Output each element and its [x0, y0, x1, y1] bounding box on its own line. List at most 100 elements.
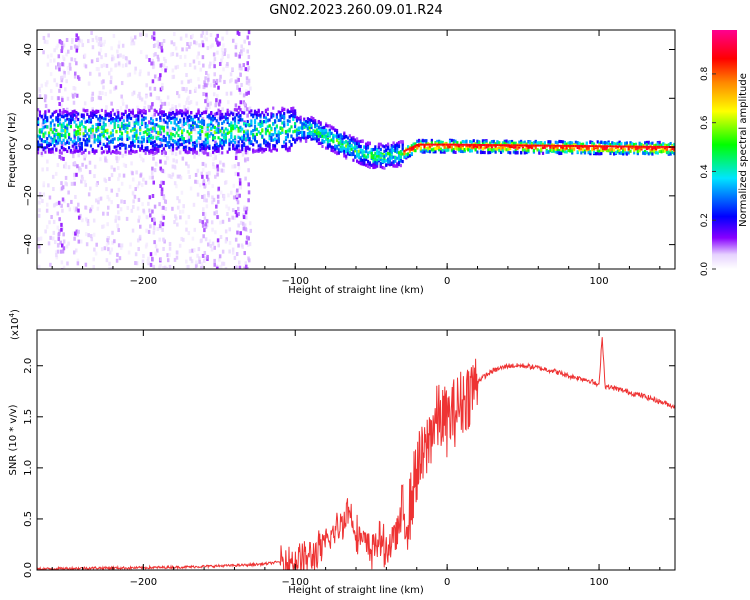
spectrogram-band-cell	[128, 112, 131, 117]
spectrogram-noise-cell	[83, 63, 86, 68]
spectrogram-band-cell	[284, 145, 288, 149]
spectrogram-band-cell	[88, 151, 91, 155]
spectrogram-band-cell	[215, 128, 218, 133]
spectrogram-band-cell	[540, 148, 543, 152]
spectrogram-noise-cell	[142, 254, 145, 259]
spectrogram-noise-cell	[142, 177, 145, 182]
spectrogram-band-cell	[228, 140, 231, 144]
spectrogram-band-cell	[106, 113, 109, 117]
spectrogram-band-cell	[153, 146, 156, 151]
spectrogram-band-cell	[64, 125, 67, 129]
spectrogram-peak-cell	[600, 145, 603, 148]
spectrogram-band-cell	[561, 140, 565, 144]
spectrogram-band-cell	[100, 116, 103, 120]
spectrogram-band-cell	[279, 110, 282, 115]
spectrogram-band-cell	[272, 122, 275, 126]
spectrogram-band-cell	[523, 151, 526, 155]
spectrogram-band-cell	[374, 145, 377, 149]
spectrogram-band-cell	[379, 161, 382, 166]
spectrogram-noise-cell	[207, 190, 210, 195]
spectrogram-noise-cell	[97, 119, 100, 124]
spectrogram-band-cell	[241, 148, 244, 152]
spectrogram-band-cell	[376, 161, 379, 165]
spectrogram-noise-cell	[180, 236, 183, 241]
spectrogram-streak-cell	[73, 71, 77, 76]
spectrogram-band-cell	[88, 120, 91, 124]
spectrogram-band-cell	[253, 135, 257, 139]
spectrogram-band-cell	[379, 151, 382, 156]
spectrogram-noise-cell	[214, 174, 217, 179]
spectrogram-band-cell	[452, 150, 455, 154]
spectrogram-band-cell	[219, 113, 222, 117]
spectrogram-band-cell	[44, 111, 47, 115]
spectrogram-noise-cell	[212, 197, 216, 202]
spectrogram-streak-cell	[73, 172, 76, 177]
spectrogram-band-cell	[622, 149, 625, 154]
spectrogram-band-cell	[669, 152, 672, 156]
spectrogram-peak-cell	[603, 145, 607, 148]
spectrogram-band-cell	[339, 145, 342, 149]
colorbar-tick-label: 0.6	[700, 115, 710, 130]
spectrogram-noise-cell	[178, 209, 182, 214]
spectrogram-noise-cell	[136, 105, 139, 110]
spectrogram-streak-cell	[60, 227, 63, 232]
spectrogram-band-cell	[47, 131, 51, 135]
spectrogram-noise-cell	[139, 69, 142, 74]
spectrogram-band-cell	[306, 131, 309, 136]
spectrogram-streak-cell	[162, 205, 165, 210]
spectrogram-band-cell	[100, 146, 103, 151]
spectrogram-noise-cell	[117, 61, 121, 66]
spectrogram-noise-cell	[104, 53, 108, 58]
spectrogram-band-cell	[370, 155, 373, 159]
spectrogram-band-cell	[645, 142, 649, 147]
spectrogram-band-cell	[119, 146, 122, 150]
spectrogram-band-cell	[509, 144, 512, 149]
spectrogram-band-cell	[312, 117, 315, 121]
spectrogram-band-cell	[514, 145, 517, 149]
spectrogram-band-cell	[42, 118, 45, 122]
spectrogram-streak-cell	[237, 206, 240, 211]
spectrogram-band-cell	[67, 118, 71, 122]
spectrogram-band-cell	[654, 147, 658, 151]
spectrogram-noise-cell	[110, 101, 113, 106]
spectrogram-band-cell	[160, 150, 164, 154]
spectrogram-noise-cell	[198, 259, 201, 264]
spectrogram-band-cell	[328, 124, 331, 128]
spectrogram-band-cell	[377, 142, 381, 146]
spectrogram-band-cell	[109, 140, 113, 144]
spectrogram-band-cell	[636, 149, 639, 154]
spectrogram-peak-cell	[403, 150, 406, 153]
spectrogram-noise-cell	[65, 79, 68, 84]
spectrogram-band-cell	[155, 151, 158, 155]
spectrogram-band-cell	[452, 139, 455, 143]
spectrogram-noise-cell	[143, 100, 147, 105]
spectrogram-noise-cell	[224, 229, 228, 234]
spectrogram-band-cell	[310, 115, 313, 120]
spectrogram-noise-cell	[194, 172, 198, 177]
spectrogram-band-cell	[428, 146, 432, 150]
spectrogram-band-cell	[295, 116, 299, 121]
spectrogram-band-cell	[159, 111, 162, 115]
spectrogram-noise-cell	[213, 57, 217, 62]
spectrogram-noise-cell	[132, 199, 135, 204]
spectrogram-band-cell	[146, 124, 149, 128]
spectrogram-noise-cell	[248, 106, 252, 111]
spectrogram-noise-cell	[140, 97, 144, 102]
spectrogram-noise-cell	[73, 206, 76, 211]
spectrogram-band-cell	[57, 113, 60, 117]
spectrogram-band-cell	[294, 125, 297, 129]
spectrogram-band-cell	[414, 142, 417, 146]
spectrogram-noise-cell	[222, 168, 225, 173]
spectrogram-noise-cell	[186, 106, 190, 111]
spectrogram-noise-cell	[40, 148, 44, 153]
spectrogram-band-cell	[244, 151, 248, 155]
spectrogram-noise-cell	[212, 60, 216, 65]
spectrogram-band-cell	[505, 148, 508, 152]
spectrogram-band-cell	[73, 139, 76, 143]
spectrogram-noise-cell	[125, 104, 128, 109]
spectrogram-band-cell	[166, 142, 169, 146]
spectrogram-band-cell	[357, 140, 361, 144]
spectrogram-band-cell	[148, 131, 151, 136]
spectrogram-noise-cell	[231, 164, 234, 169]
spectrogram-band-cell	[40, 143, 43, 147]
